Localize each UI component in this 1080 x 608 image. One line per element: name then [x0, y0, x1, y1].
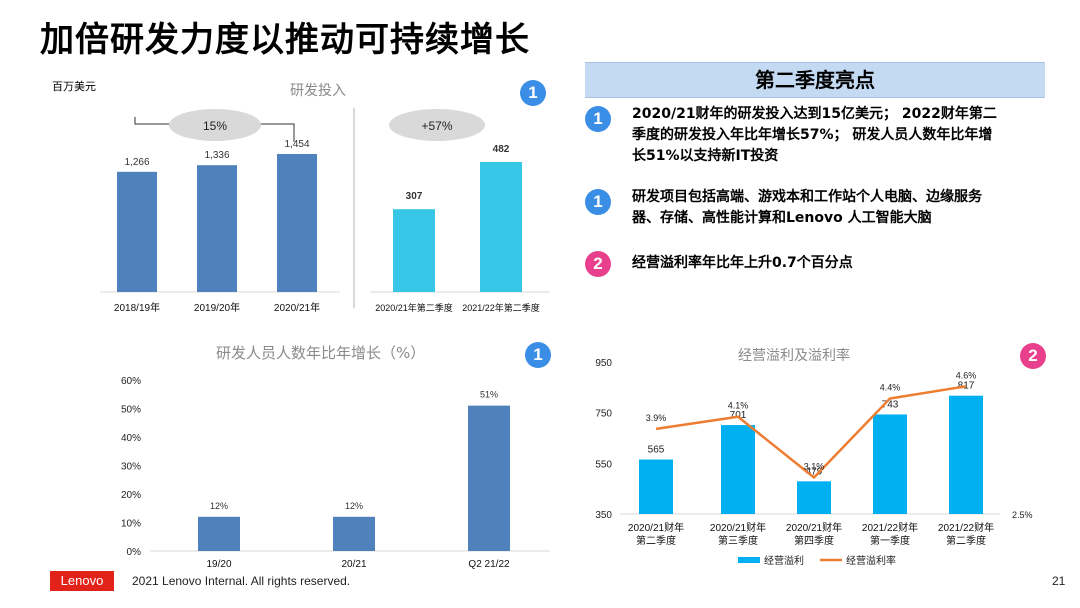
- tick-label: 2020/21年第二季度: [375, 302, 453, 313]
- bar: [468, 405, 510, 551]
- line-value-label: 4.1%: [728, 401, 749, 411]
- y-tick-label: 40%: [121, 433, 141, 444]
- bar: [639, 459, 673, 514]
- tick-label: 2020/21财年: [628, 521, 684, 534]
- y-tick-label: 20%: [121, 490, 141, 501]
- page-title: 加倍研发力度以推动可持续增长: [40, 20, 530, 60]
- value-label: 1,454: [284, 139, 309, 150]
- bar: [873, 414, 907, 514]
- y-tick-label: 750: [595, 409, 612, 420]
- rd-investment-quarter-chart: 307 2020/21年第二季度 482 2021/22年第二季度 +57%: [370, 109, 550, 313]
- line-value-label: 4.6%: [956, 370, 977, 380]
- tick-label: 第四季度: [794, 534, 834, 547]
- highlight-1-badge: 1: [585, 106, 611, 132]
- tick-label: 20/21: [341, 559, 366, 570]
- chart1-badge: 1: [520, 80, 546, 106]
- legend-swatch-bar: [738, 557, 760, 563]
- value-label: 12%: [345, 501, 363, 511]
- rd-investment-annual-chart: 1,266 2018/19年 1,336 2019/20年 1,454 2020/21年 1…: [100, 109, 340, 314]
- y-tick-label: 30%: [121, 462, 141, 473]
- value-label: 482: [493, 144, 510, 155]
- value-label: 1,336: [204, 150, 229, 161]
- highlight-1-text: 2020/21财年的研发投入达到15亿美元； 2022财年第二 季度的研发投入年…: [632, 106, 997, 164]
- bar: [480, 162, 522, 292]
- tick-label: 第三季度: [718, 534, 758, 547]
- growth-annotation: 15%: [203, 119, 227, 133]
- bar: [333, 516, 375, 551]
- tick-label: 2020/21财年: [710, 521, 766, 534]
- growth-annotation: +57%: [421, 119, 452, 133]
- bar: [797, 481, 831, 514]
- bar: [277, 154, 317, 292]
- tick-label: 2021/22财年: [862, 521, 918, 534]
- y-tick-label: 950: [595, 358, 612, 369]
- line-value-label: 4.4%: [880, 382, 901, 392]
- y-tick-label: 10%: [121, 519, 141, 530]
- y-tick-label: 60%: [121, 376, 141, 387]
- growth-bubble: [389, 109, 485, 141]
- growth-bubble: [169, 109, 261, 141]
- copyright-text: 2021 Lenovo Internal. All rights reserve…: [132, 574, 351, 588]
- y-tick-label: 50%: [121, 405, 141, 416]
- highlight-2-badge: 1: [585, 189, 611, 215]
- tick-label: 第二季度: [946, 534, 986, 547]
- chart3-title: 研发人员人数年比年增长（%）: [216, 344, 426, 362]
- highlight-3-badge: 2: [585, 251, 611, 277]
- y-tick-label: 550: [595, 459, 612, 470]
- tick-label: 2021/22财年: [938, 521, 994, 534]
- bar: [949, 395, 983, 514]
- value-label: 743: [882, 399, 899, 410]
- tick-label: Q2 21/22: [468, 559, 510, 570]
- highlight-3-text: 经营溢利率年比年上升0.7个百分点: [632, 255, 853, 271]
- margin-line: [655, 385, 967, 479]
- value-label: 12%: [210, 501, 228, 511]
- bar: [197, 165, 237, 292]
- bar: [393, 209, 435, 292]
- value-label: 1,266: [124, 157, 149, 168]
- tick-label: 第二季度: [636, 534, 676, 547]
- rd-headcount-growth-chart: 60% 50% 40% 30% 20% 10% 0% 12% 19/20 12% 20/21 51% Q…: [121, 376, 550, 570]
- highlights-header-band: [585, 62, 1045, 98]
- chart3-badge: 1: [525, 342, 551, 368]
- tick-label: 2020/21财年: [786, 521, 842, 534]
- legend-label: 经营溢利: [764, 554, 804, 567]
- highlight-2-text: 研发项目包括高端、游戏本和工作站个人电脑、边缘服务 器、存储、高性能计算和Len…: [632, 189, 982, 226]
- chart-divider: [353, 108, 355, 308]
- tick-label: 2021/22年第二季度: [462, 302, 540, 313]
- tick-label: 2018/19年: [114, 301, 160, 314]
- unit-label: 百万美元: [52, 80, 96, 93]
- chart1-title: 研发投入: [290, 83, 346, 99]
- value-label: 307: [406, 191, 423, 202]
- tick-label: 2019/20年: [194, 301, 240, 314]
- legend-label: 经营溢利率: [846, 554, 896, 567]
- y-tick-label: 0%: [127, 547, 142, 558]
- page-number: 21: [1052, 574, 1066, 588]
- value-label: 51%: [480, 390, 498, 400]
- chart4-title: 经营溢利及溢利率: [738, 348, 850, 364]
- y2-tick-label: 2.5%: [1012, 510, 1033, 520]
- value-label: 817: [958, 381, 975, 392]
- y-tick-label: 350: [595, 510, 612, 521]
- chart4-badge: 2: [1020, 343, 1046, 369]
- value-label: 479: [806, 466, 823, 477]
- highlights-title: 第二季度亮点: [755, 68, 875, 92]
- tick-label: 2020/21年: [274, 301, 320, 314]
- bar: [198, 516, 240, 551]
- line-value-label: 3.1%: [804, 462, 825, 472]
- lenovo-logo: Lenovo: [50, 571, 114, 591]
- value-label: 565: [648, 445, 665, 456]
- bar: [721, 425, 755, 514]
- tick-label: 19/20: [206, 559, 231, 570]
- line-value-label: 3.9%: [646, 413, 667, 423]
- tick-label: 第一季度: [870, 534, 910, 547]
- bar: [117, 171, 157, 292]
